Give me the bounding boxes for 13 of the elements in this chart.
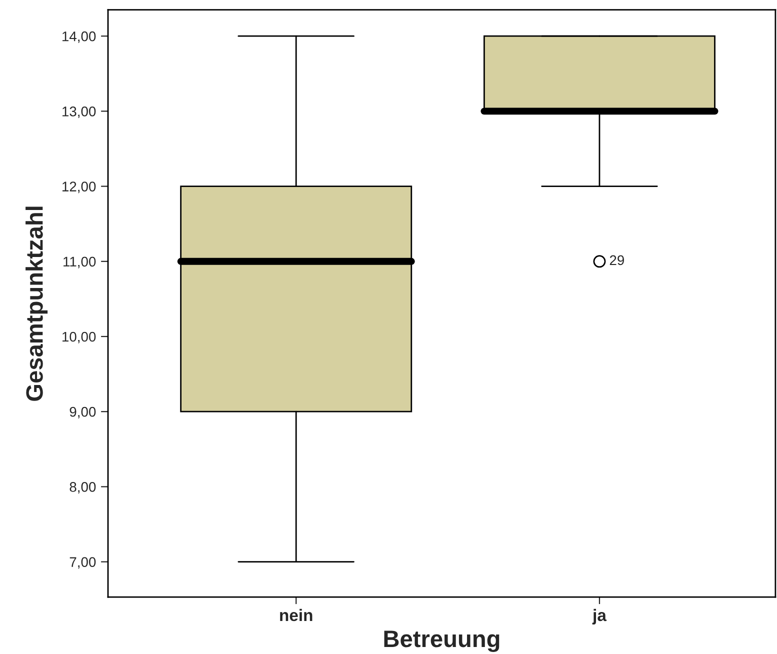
y-tick-label: 11,00 xyxy=(64,256,96,268)
x-tick-label: nein xyxy=(280,608,312,622)
y-axis-title: Gesamtpunktzahl xyxy=(26,206,48,401)
x-axis-title: Betreuung xyxy=(384,630,500,652)
y-tick-label: 7,00 xyxy=(70,557,96,569)
y-tick-label: 13,00 xyxy=(62,106,96,118)
x-tick-label: ja xyxy=(592,608,607,624)
annotation: 29 xyxy=(610,255,624,266)
y-tick-label: 9,00 xyxy=(70,406,96,418)
y-tick-label: 14,00 xyxy=(62,31,96,43)
y-tick-label: 8,00 xyxy=(70,482,96,494)
y-tick-label: 10,00 xyxy=(62,332,96,344)
y-tick-label: 12,00 xyxy=(62,182,96,194)
